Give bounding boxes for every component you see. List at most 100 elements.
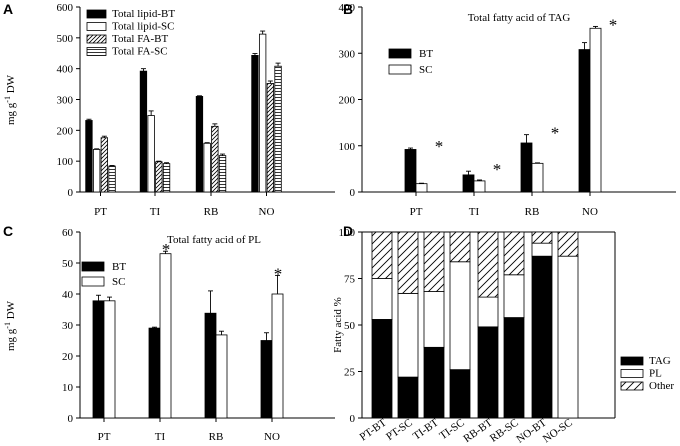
y-tick-label: 100 [339, 227, 356, 239]
bar-black-PT [92, 300, 105, 419]
stack-pl-RB-SC [503, 274, 525, 318]
x-tick-label: RB-BT [461, 416, 495, 445]
y-tick-label: 0 [68, 187, 74, 199]
stack-other-PT-SC [397, 231, 419, 294]
bar-horiz-RB [218, 155, 227, 193]
stack-pl-RB-BT [477, 296, 499, 328]
x-tick-label: RB [209, 431, 224, 443]
y-tick-label: 10 [62, 382, 74, 394]
y-tick-label: 200 [57, 125, 74, 137]
panel-a: A 0 100 200 300 400 500 600 mg g-1 DW PT TI RB NO To… [3, 1, 335, 218]
bar-diag-TI [155, 161, 163, 193]
bar-diag-NO [266, 83, 275, 193]
x-tick-label: PT-BT [358, 416, 389, 443]
stack-tag-NO-BT [531, 255, 553, 419]
stack-tag-TI-SC [449, 369, 471, 419]
x-tick-label: PT [94, 206, 107, 218]
legend-label: Total lipid-SC [112, 21, 174, 33]
y-tick-label: 100 [339, 141, 356, 153]
bar-white-PT [415, 183, 428, 193]
x-tick-label: TI-SC [437, 417, 466, 443]
chart-c: 0 10 20 30 40 50 60 mg g-1 DW Total fatty acid o… [3, 227, 335, 443]
stack-pl-TI-SC [449, 261, 471, 371]
bar-black-TI [462, 174, 475, 193]
legend-swatch [620, 381, 644, 391]
y-tick-label: 300 [57, 95, 74, 107]
legend-label: Other [649, 380, 674, 392]
legend-label: PL [649, 368, 662, 380]
bar-diag-PT [100, 137, 108, 193]
bar-black-TI [139, 70, 148, 193]
bar-white-PT [103, 300, 116, 419]
x-tick-label: NO [264, 431, 280, 443]
y-tick-label: 50 [62, 258, 74, 270]
significance-marker: * [435, 137, 444, 156]
bar-white-TI [473, 180, 486, 193]
legend-label: Total lipid-BT [112, 8, 175, 20]
stack-tag-TI-BT [423, 346, 445, 419]
bar-diag-RB [211, 125, 219, 193]
x-tick-label: NO-SC [541, 417, 575, 446]
x-tick-label: PT-SC [384, 417, 415, 443]
stack-other-RB-BT [477, 231, 499, 298]
bar-white-RB [531, 162, 544, 193]
bar-black-RB [520, 142, 533, 193]
x-tick-label: TI [155, 431, 166, 443]
y-tick-label: 0 [68, 413, 74, 425]
stack-pl-PT-SC [397, 292, 419, 378]
legend-swatch [81, 261, 105, 272]
chart-title: Total fatty acid of PL [167, 234, 261, 246]
y-axis-label: Fatty acid % [332, 297, 344, 353]
legend-label: Total FA-SC [112, 46, 168, 58]
y-tick-label: 400 [57, 64, 74, 76]
panel-b-label: B [343, 1, 353, 17]
y-tick-label: 75 [344, 274, 356, 286]
bar-horiz-NO [274, 65, 282, 193]
significance-marker: * [493, 160, 502, 179]
legend-swatch [86, 22, 107, 31]
y-axis-label: mg g-1 DW [3, 300, 17, 351]
legend-label: BT [419, 48, 433, 60]
stack-tag-RB-SC [503, 317, 525, 419]
bar-black-NO [251, 55, 259, 193]
legend-swatch [388, 48, 412, 59]
bar-white-TI [159, 253, 172, 419]
x-tick-label: TI [150, 206, 161, 218]
legend-swatch [86, 47, 107, 56]
panel-b: B 0 100 200 300 400 Total fatty acid of TAG PT… [339, 1, 676, 218]
legend-label: TAG [649, 355, 671, 367]
bar-white-PT [93, 149, 101, 193]
bar-black-RB [204, 312, 217, 419]
y-tick-label: 25 [344, 367, 356, 379]
significance-marker: * [162, 240, 171, 259]
bar-white-NO [271, 293, 284, 419]
panel-a-label: A [3, 1, 13, 17]
stack-pl-NO-BT [531, 242, 553, 257]
legend-swatch [620, 369, 644, 378]
significance-marker: * [551, 124, 560, 143]
x-tick-label: TI-BT [411, 416, 441, 442]
y-axis-label: mg g-1 DW [3, 74, 17, 125]
panel-d-label: D [343, 223, 353, 239]
y-tick-label: 100 [57, 156, 74, 168]
y-tick-label: 500 [57, 33, 74, 45]
stack-tag-PT-SC [397, 376, 419, 419]
bar-horiz-PT [108, 165, 116, 193]
y-tick-label: 600 [57, 2, 74, 14]
stack-tag-PT-BT [371, 319, 393, 419]
significance-marker: * [274, 264, 283, 283]
x-tick-label: RB [204, 206, 219, 218]
stack-other-NO-SC [557, 231, 579, 257]
y-tick-label: 60 [62, 227, 74, 239]
y-tick-label: 20 [62, 351, 74, 363]
x-tick-label: TI [469, 206, 480, 218]
bar-white-TI [147, 115, 155, 193]
stack-pl-PT-BT [371, 278, 393, 320]
legend-swatch [81, 276, 105, 287]
y-tick-label: 50 [344, 320, 356, 332]
legend-label: BT [112, 261, 126, 273]
bar-black-NO [260, 340, 273, 419]
bar-white-NO [258, 33, 267, 193]
y-tick-label: 0 [350, 187, 356, 199]
